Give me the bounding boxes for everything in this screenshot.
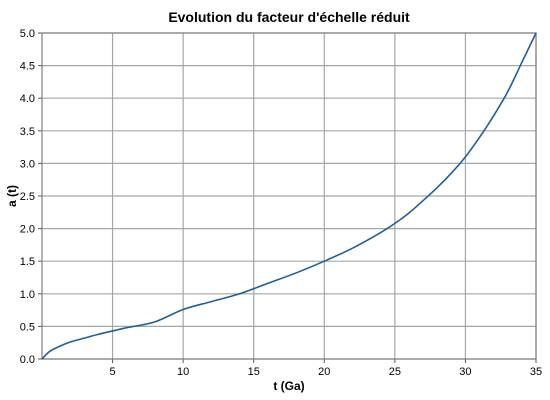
y-tick-label: 2.0	[20, 224, 35, 236]
series-layer	[41, 32, 537, 360]
series-line	[41, 32, 537, 360]
axes-layer	[38, 32, 537, 363]
grid-layer	[42, 32, 537, 360]
x-axis-label: t (Ga)	[273, 379, 304, 393]
y-tick-label: 1.0	[20, 289, 35, 301]
y-tick-label: 0.0	[20, 354, 35, 366]
y-axis-label: a (t)	[5, 185, 19, 207]
x-tick-label: 10	[177, 366, 189, 378]
x-tick-label: 20	[318, 366, 330, 378]
x-tick-label: 35	[530, 366, 542, 378]
x-tick-label: 25	[389, 366, 401, 378]
y-tick-label: 3.5	[20, 126, 35, 138]
y-tick-label: 4.0	[20, 93, 35, 105]
y-tick-label: 4.5	[20, 61, 35, 73]
y-tick-label: 3.0	[20, 158, 35, 170]
y-tick-label: 5.0	[20, 28, 35, 40]
x-tick-label: 30	[459, 366, 471, 378]
x-tick-label: 15	[248, 366, 260, 378]
chart-title: Evolution du facteur d'échelle réduit	[168, 9, 410, 25]
y-tick-label: 2.5	[20, 191, 35, 203]
y-tick-label: 1.5	[20, 256, 35, 268]
x-tick-label: 5	[110, 366, 116, 378]
y-tick-label: 0.5	[20, 321, 35, 333]
tick-label-layer: 5 10 15 20 25 30 35 0.0 0.5 1.0 1.5 2.0 2.5 3.0 3.5 4.0…	[20, 28, 542, 378]
plot-frame	[41, 32, 537, 360]
